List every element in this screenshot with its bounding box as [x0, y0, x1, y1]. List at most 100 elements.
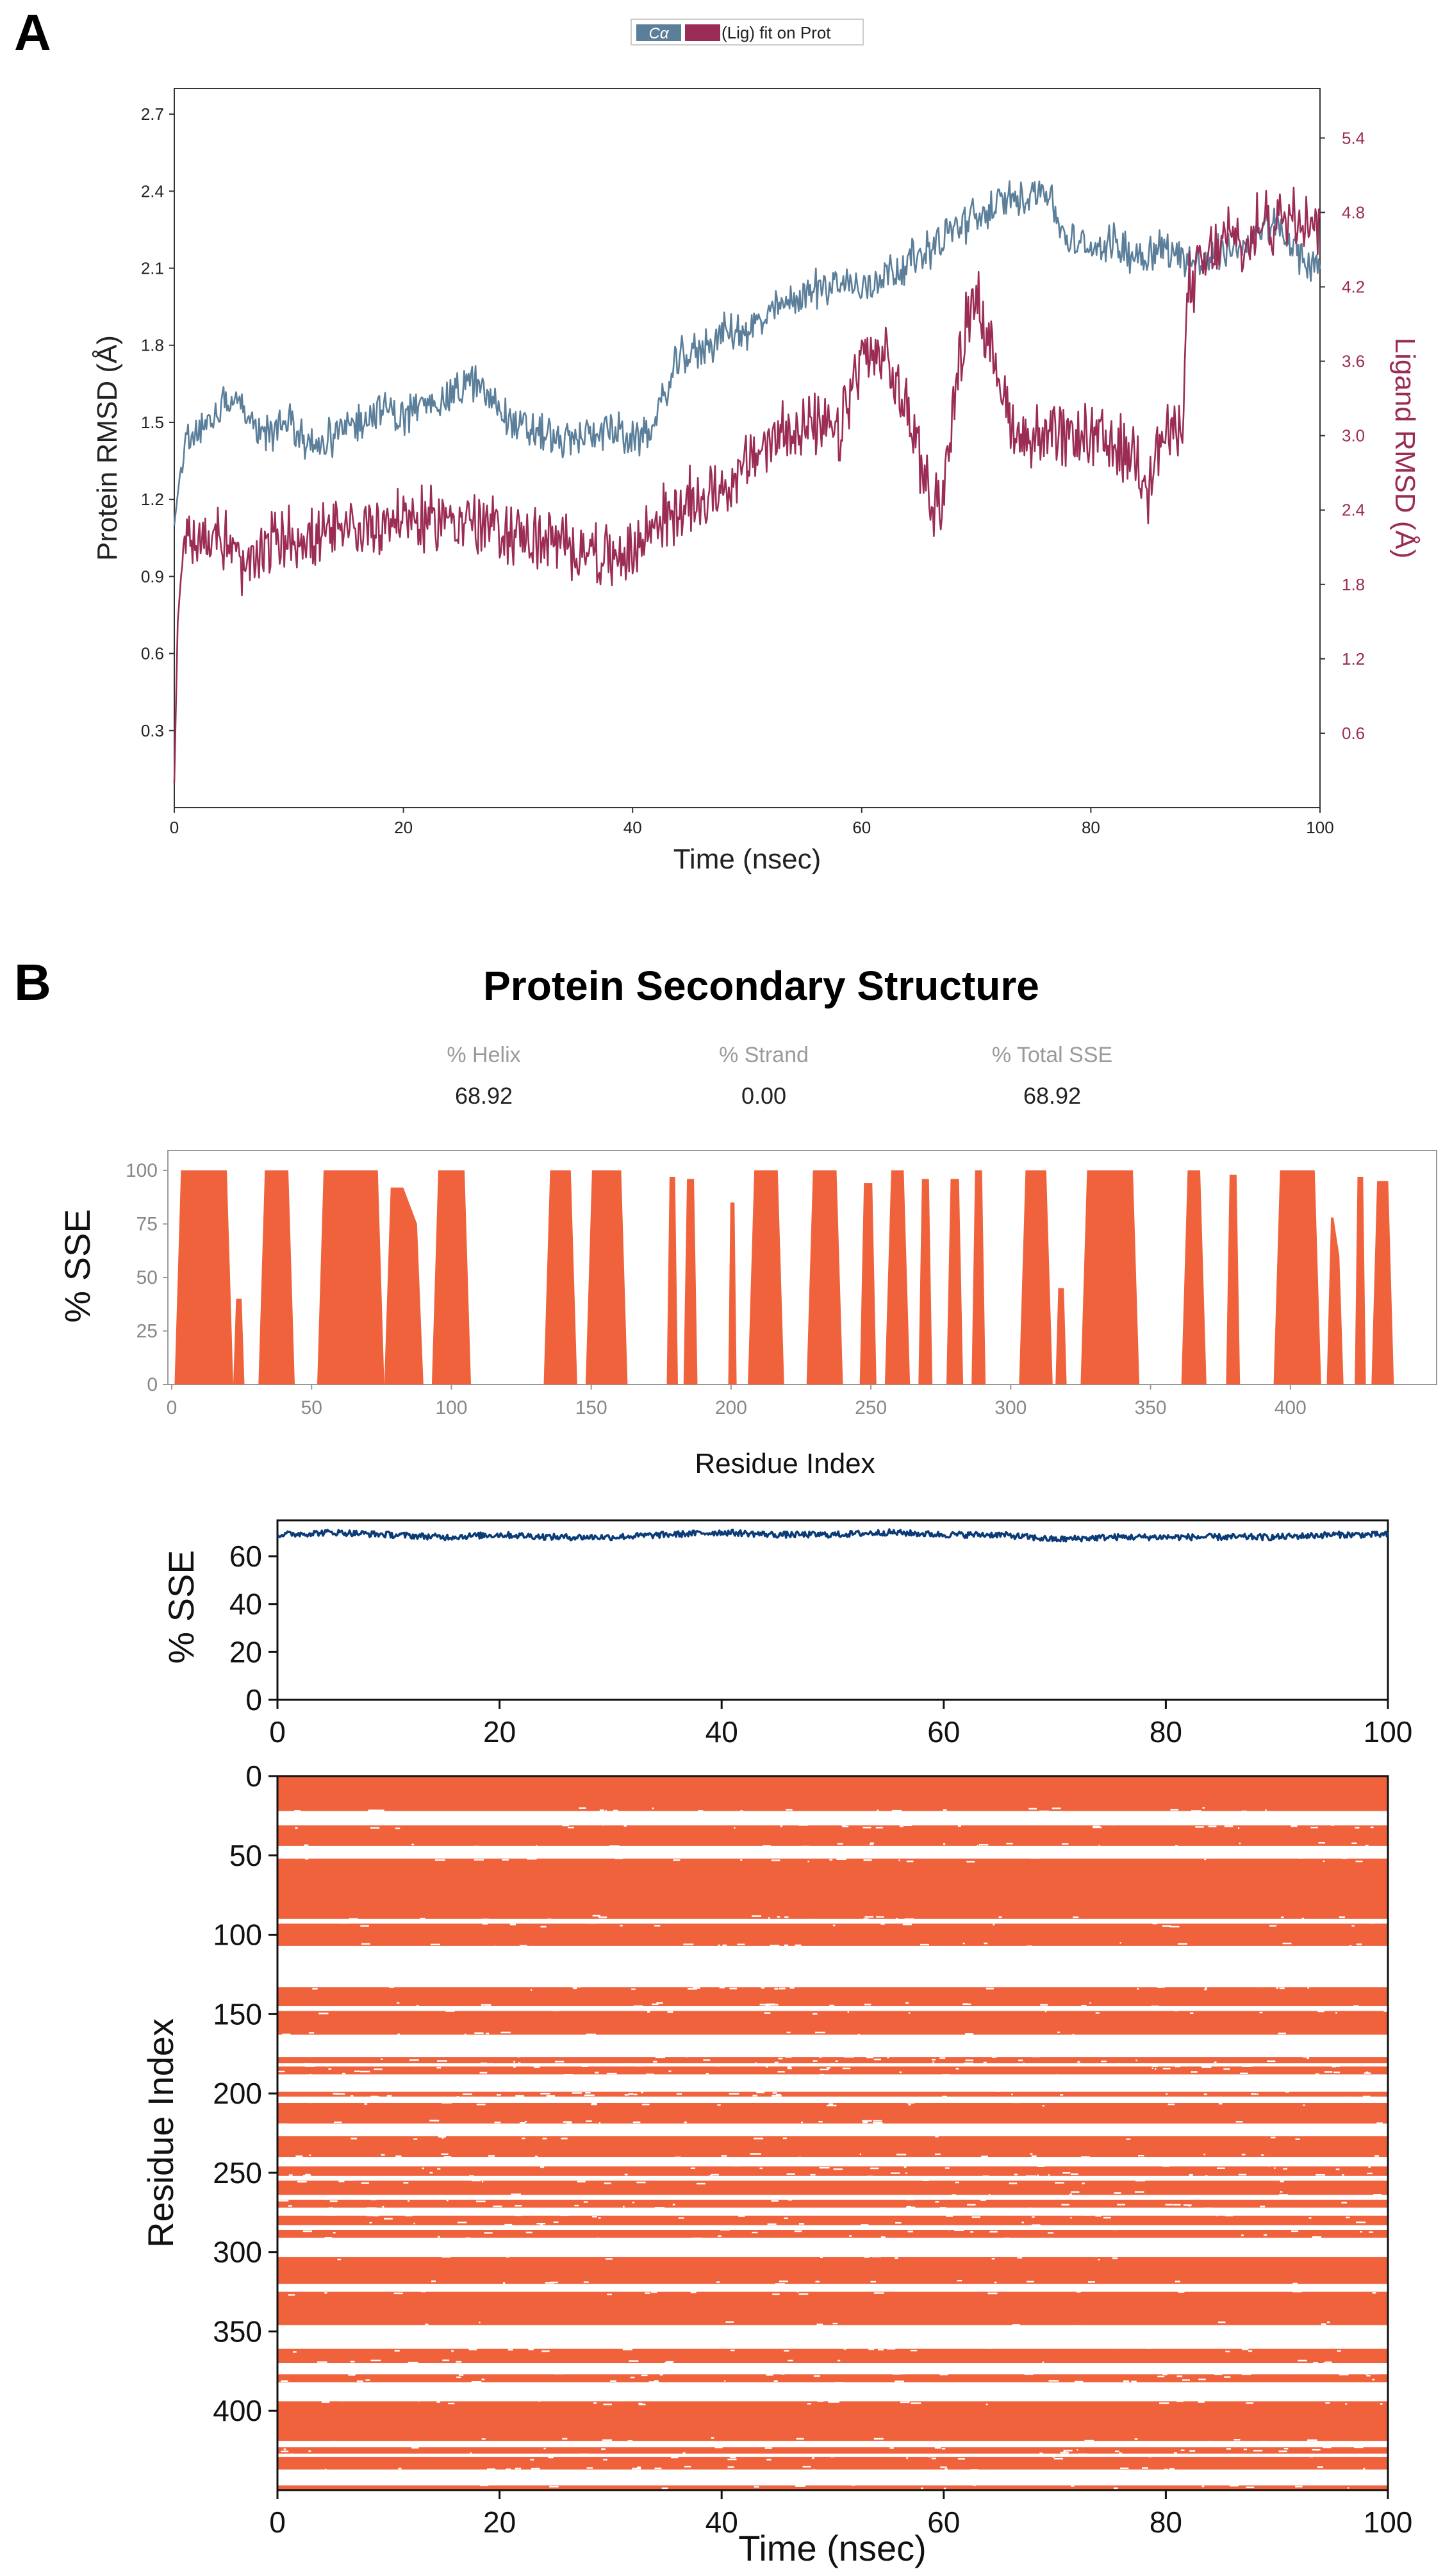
- y-tick-label-right-0: 0.6: [1342, 724, 1365, 743]
- heatmap-x-tick-label-2: 40: [705, 2505, 738, 2539]
- heatmap-x-tick-label-0: 0: [269, 2505, 286, 2539]
- helix-segment-20: [1080, 1170, 1140, 1384]
- sse-res-y-tick-label-1: 25: [136, 1321, 158, 1342]
- helix-segment-8: [666, 1177, 678, 1384]
- heatmap-x-tick-label-3: 60: [927, 2505, 960, 2539]
- helix-segment-3: [317, 1170, 384, 1384]
- y-tick-label-right-6: 4.2: [1342, 278, 1365, 297]
- helix-segment-14: [884, 1170, 911, 1384]
- heatmap-coil-band-20: [277, 2441, 1388, 2448]
- plot-a-xlabel: Time (nsec): [673, 843, 821, 875]
- sse-res-x-tick-label-6: 300: [994, 1397, 1027, 1418]
- helix-segment-24: [1326, 1217, 1344, 1384]
- series-line-ligand: [173, 187, 1321, 783]
- heatmap-y-tick-label-4: 200: [213, 2077, 262, 2110]
- heatmap-y-tick-label-1: 50: [229, 1839, 262, 1872]
- sse-time-y-tick-label-0: 0: [245, 1683, 262, 1716]
- helix-segment-19: [1055, 1288, 1067, 1384]
- heatmap-coil-band-18: [277, 2363, 1388, 2375]
- sse-time-x-tick-label-5: 100: [1364, 1715, 1413, 1749]
- y-tick-label-right-1: 1.2: [1342, 649, 1365, 669]
- sse-time-y-tick-label-2: 40: [229, 1588, 262, 1621]
- helix-segment-26: [1371, 1181, 1394, 1384]
- heatmap-x-tick-label-4: 80: [1150, 2505, 1182, 2539]
- sse-res-y-tick-label-0: 0: [147, 1374, 158, 1395]
- helix-segment-16: [946, 1179, 964, 1384]
- heatmap-coil-band-5: [277, 2034, 1388, 2057]
- sse-residue-frame: [167, 1150, 1437, 1385]
- sse-time-frame: [276, 1519, 1389, 1701]
- sse-time-line: [277, 1528, 1389, 1543]
- heatmap-y-tick-label-3: 150: [213, 1997, 262, 2031]
- heatmap-coil-band-12: [277, 2195, 1388, 2200]
- helix-segment-12: [806, 1170, 843, 1384]
- heatmap-y-tick-label-2: 100: [213, 1918, 262, 1952]
- heatmap-y-tick-label-7: 350: [213, 2314, 262, 2348]
- heatmap-y-tick-label-6: 300: [213, 2236, 262, 2269]
- helix-segment-0: [174, 1170, 233, 1384]
- heatmap-coil-band-22: [277, 2469, 1388, 2486]
- y-tick-label-left-7: 2.4: [141, 181, 164, 201]
- sse-res-y-tick-label-3: 75: [136, 1214, 158, 1235]
- sse-res-x-tick-label-3: 150: [575, 1397, 607, 1418]
- heatmap-coil-band-16: [277, 2284, 1388, 2292]
- heatmap-coil-band-0: [277, 1811, 1388, 1825]
- heatmap-coil-band-2: [277, 1918, 1388, 1924]
- helix-segment-4: [384, 1187, 424, 1384]
- sse-residue-ylabel: % SSE: [57, 1209, 97, 1322]
- heatmap-x-tick-label-1: 20: [483, 2505, 516, 2539]
- sse-res-x-tick-label-0: 0: [167, 1397, 177, 1418]
- sse-time-ylabel: % SSE: [161, 1550, 201, 1663]
- y-tick-label-left-2: 0.9: [141, 567, 164, 586]
- y-tick-label-left-5: 1.8: [141, 336, 164, 355]
- legend-swatch-protein: [636, 24, 681, 41]
- helix-segment-2: [258, 1170, 295, 1384]
- heatmap-coil-band-9: [277, 2123, 1388, 2136]
- x-tick-label-a-4: 80: [1082, 818, 1100, 837]
- legend-label-protein: Cα: [648, 25, 669, 42]
- helix-segment-7: [585, 1170, 628, 1384]
- x-tick-label-a-2: 40: [623, 818, 642, 837]
- sse-res-y-tick-label-4: 100: [126, 1160, 158, 1181]
- helix-segment-9: [683, 1179, 698, 1384]
- sse-time-x-tick-label-1: 20: [483, 1715, 516, 1749]
- sse-heatmap-ticks: 0 20 40 60 80 100 0 50 100 150 200 250 300 350 400: [213, 1759, 1412, 2539]
- sse-time-y-tick-label-3: 60: [229, 1540, 262, 1573]
- helix-segment-22: [1226, 1174, 1241, 1384]
- plot-a-ylabel-left: Protein RMSD (Å): [92, 335, 123, 561]
- sse-residue-ticks: 0 50 100 150 200 250 300 350 400 0 25 50 75 100: [126, 1160, 1307, 1418]
- y-tick-label-right-4: 3.0: [1342, 426, 1365, 445]
- sse-stats: % Helix 68.92 % Strand 0.00 % Total SSE …: [447, 1043, 1112, 1109]
- heatmap-coil-band-10: [277, 2157, 1388, 2166]
- stat-total-label: % Total SSE: [992, 1043, 1112, 1067]
- helix-segment-17: [971, 1170, 986, 1384]
- y-tick-label-left-6: 2.1: [141, 259, 164, 278]
- sse-time-series: [277, 1528, 1389, 1543]
- sse-time-y-tick-label-1: 20: [229, 1635, 262, 1668]
- heatmap-coil-band-19: [277, 2382, 1388, 2402]
- helix-segment-13: [859, 1183, 877, 1384]
- plot-a-series: [173, 180, 1321, 783]
- helix-segment-21: [1181, 1170, 1207, 1384]
- heatmap-coil-band-13: [277, 2207, 1388, 2216]
- helix-segment-23: [1273, 1170, 1321, 1384]
- heatmap-coil-band-11: [277, 2175, 1388, 2181]
- sse-heatmap-xlabel: Time (nsec): [738, 2528, 927, 2568]
- sse-res-x-tick-label-7: 350: [1135, 1397, 1167, 1418]
- y-tick-label-left-1: 0.6: [141, 644, 164, 663]
- heatmap-y-tick-label-8: 400: [213, 2394, 262, 2427]
- sse-res-x-tick-label-1: 50: [301, 1397, 322, 1418]
- heatmap-coil-band-6: [277, 2063, 1388, 2067]
- heatmap-coil-band-21: [277, 2454, 1388, 2457]
- sse-res-x-tick-label-5: 250: [855, 1397, 887, 1418]
- x-tick-label-a-5: 100: [1306, 818, 1333, 837]
- helix-segment-1: [233, 1299, 245, 1384]
- stat-helix-label: % Helix: [447, 1043, 520, 1067]
- y-tick-label-right-2: 1.8: [1342, 575, 1365, 594]
- sse-time-x-tick-label-4: 80: [1150, 1715, 1182, 1749]
- legend-a: Cα (Lig) fit on Prot: [631, 19, 864, 46]
- helix-segment-18: [1019, 1170, 1053, 1384]
- panel-a-letter: A: [14, 4, 51, 61]
